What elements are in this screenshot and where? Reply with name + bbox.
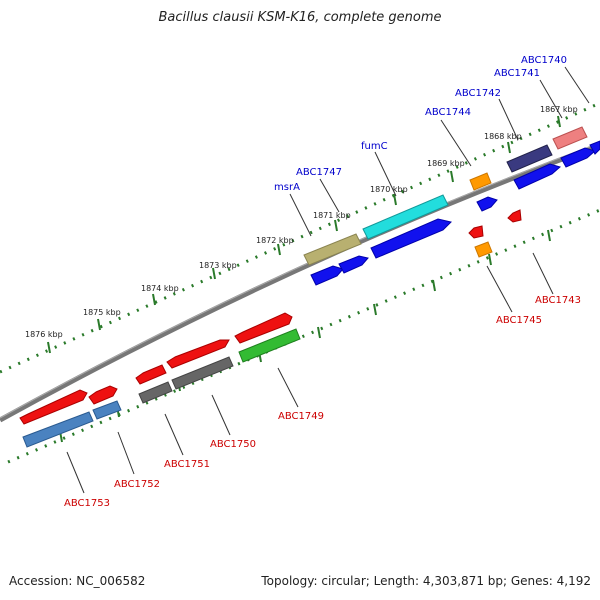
gene-cyan[interactable]: [362, 194, 449, 240]
tick-label-1875: 1875 kbp: [83, 308, 121, 317]
leader-line: [289, 193, 312, 237]
leader-line: [440, 119, 472, 167]
gene-label-ABC1751[interactable]: ABC1751: [164, 459, 210, 470]
genome-backbone: [0, 142, 600, 423]
gene-orange[interactable]: [469, 172, 492, 191]
tick-label-1867: 1867 kbp: [540, 105, 578, 114]
leader-line: [486, 265, 513, 313]
gene-label-ABC1750[interactable]: ABC1750: [210, 439, 256, 450]
leader-line: [564, 66, 590, 104]
major-tick: [393, 193, 397, 206]
major-tick: [373, 303, 377, 316]
forward-blue-genes: [310, 140, 600, 286]
reverse-red-genes: [19, 209, 522, 425]
gene-red[interactable]: [19, 389, 88, 425]
major-tick: [334, 219, 338, 232]
major-tick: [212, 267, 216, 280]
gene-blue[interactable]: [476, 196, 498, 212]
leader-line: [164, 413, 184, 456]
leader-line: [66, 451, 85, 494]
forward-strand-genes: [303, 126, 588, 266]
genome-title: Bacillus clausii KSM-K16, complete genom…: [158, 10, 442, 25]
leader-line: [498, 98, 519, 141]
major-tick: [488, 253, 492, 266]
major-tick: [547, 229, 551, 242]
gene-label-ABC1747[interactable]: ABC1747: [296, 167, 342, 178]
gene-blue[interactable]: [370, 218, 452, 259]
leader-line: [319, 178, 340, 213]
tick-label-1870: 1870 kbp: [370, 185, 408, 194]
gene-label-fumC[interactable]: fumC: [361, 141, 388, 152]
leader-lines: [66, 66, 590, 494]
gene-red[interactable]: [135, 364, 167, 385]
gene-label-ABC1745[interactable]: ABC1745: [496, 315, 542, 326]
leader-line: [374, 151, 397, 197]
gene-orange[interactable]: [474, 241, 493, 258]
leader-line: [539, 79, 563, 119]
gene-label-ABC1752[interactable]: ABC1752: [114, 479, 160, 490]
gene-red[interactable]: [507, 209, 522, 223]
tick-label-1869: 1869 kbp: [427, 159, 465, 168]
gene-label-msrA[interactable]: msrA: [274, 182, 300, 193]
major-tick: [317, 326, 321, 339]
gene-blue[interactable]: [338, 255, 369, 274]
gene-red[interactable]: [166, 339, 230, 369]
gene-red[interactable]: [468, 225, 484, 239]
gene-blue[interactable]: [589, 140, 600, 155]
genome-summary-text: Topology: circular; Length: 4,303,871 bp…: [261, 574, 591, 588]
gene-green[interactable]: [238, 328, 301, 363]
gene-label-ABC1743[interactable]: ABC1743: [535, 295, 581, 306]
gene-red[interactable]: [234, 312, 293, 344]
gene-navy[interactable]: [506, 144, 553, 173]
gene-label-ABC1742[interactable]: ABC1742: [455, 88, 501, 99]
tick-label-1873: 1873 kbp: [199, 261, 237, 270]
leader-line: [532, 252, 554, 295]
leader-line: [117, 431, 135, 475]
genome-backbone-highlight: [0, 142, 600, 419]
gene-label-ABC1744[interactable]: ABC1744: [425, 107, 471, 118]
leader-line: [211, 394, 231, 436]
accession-text: Accession: NC_006582: [9, 574, 146, 588]
leader-line: [277, 367, 299, 408]
tick-label-1872: 1872 kbp: [256, 236, 294, 245]
major-tick: [450, 170, 454, 183]
reverse-tick-row: [7, 208, 600, 464]
major-tick: [277, 243, 281, 256]
gene-red[interactable]: [88, 385, 118, 405]
gene-steel[interactable]: [22, 411, 94, 448]
forward-tick-row: [0, 101, 600, 374]
tick-label-1871: 1871 kbp: [313, 211, 351, 220]
gene-olive[interactable]: [303, 233, 362, 266]
tick-label-1874: 1874 kbp: [141, 284, 179, 293]
gene-gray[interactable]: [171, 356, 234, 390]
gene-pink[interactable]: [552, 126, 588, 150]
reverse-lower-genes: [22, 241, 493, 448]
major-tick: [507, 141, 511, 154]
gene-label-ABC1749[interactable]: ABC1749: [278, 411, 324, 422]
major-tick: [47, 341, 51, 354]
major-ticks: [47, 115, 561, 354]
gene-label-ABC1753[interactable]: ABC1753: [64, 498, 110, 509]
major-tick: [432, 279, 436, 292]
gene-blue[interactable]: [560, 147, 597, 168]
gene-label-ABC1741[interactable]: ABC1741: [494, 68, 540, 79]
tick-label-1876: 1876 kbp: [25, 330, 63, 339]
gene-steel[interactable]: [92, 400, 122, 420]
gene-gray[interactable]: [138, 381, 173, 404]
major-tick: [97, 318, 101, 331]
major-tick: [152, 293, 156, 306]
major-tick: [557, 115, 561, 128]
gene-blue[interactable]: [513, 163, 562, 190]
gene-blue[interactable]: [310, 265, 344, 286]
tick-label-1868: 1868 kbp: [484, 132, 522, 141]
gene-label-ABC1740[interactable]: ABC1740: [521, 55, 567, 66]
